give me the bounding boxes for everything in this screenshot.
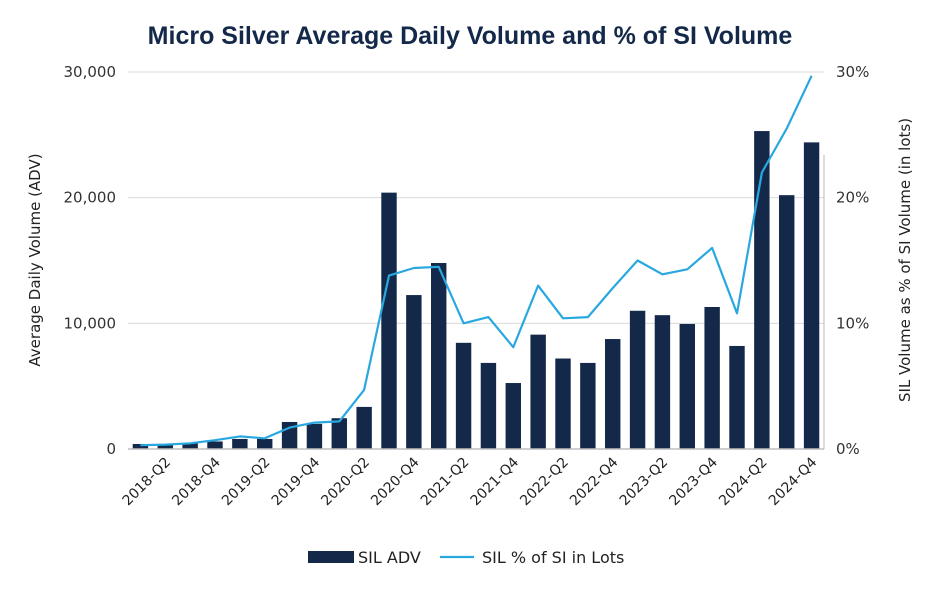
x-tick-label: 2023-Q4 (666, 454, 721, 509)
bar (455, 342, 472, 449)
x-tick-label: 2018-Q2 (120, 455, 175, 510)
y-tick-label: 0 (106, 440, 116, 458)
y-axis-left: 0 10,000 20,000 30,000 (64, 63, 117, 458)
chart-title: Micro Silver Average Daily Volume and % … (148, 22, 793, 50)
y-tick-label: 30,000 (64, 63, 117, 81)
bar (530, 334, 546, 449)
y-tick-label: 20,000 (64, 189, 117, 207)
x-tick-label: 2019-Q4 (269, 454, 324, 509)
bar (779, 195, 795, 449)
bar (505, 383, 521, 449)
bar-series (132, 131, 820, 449)
x-tick-label: 2021-Q4 (468, 454, 523, 509)
bar (232, 438, 248, 449)
bar (729, 345, 745, 449)
bar (207, 441, 223, 449)
x-tick-label: 2019-Q2 (219, 455, 274, 510)
bar (679, 323, 695, 449)
bar (654, 315, 671, 449)
bar (704, 306, 720, 449)
x-tick-label: 2018-Q4 (169, 454, 224, 509)
bar (406, 295, 422, 449)
y2-tick-label: 20% (836, 189, 869, 207)
bar (605, 339, 621, 449)
legend-label-line: SIL % of SI in Lots (482, 548, 624, 567)
bar (381, 192, 397, 449)
line-series (140, 75, 813, 447)
bar (306, 423, 323, 449)
x-tick-label: 2021-Q2 (418, 455, 473, 510)
legend-swatch-bar (308, 551, 354, 563)
bar (182, 443, 198, 449)
x-tick-label: 2020-Q4 (368, 454, 423, 509)
y-axis-right: 0% 10% 20% 30% (836, 63, 869, 458)
bar (431, 263, 447, 449)
x-tick-label: 2024-Q2 (716, 455, 771, 510)
bar (480, 362, 497, 449)
bar (257, 438, 273, 449)
y2-axis-label: SIL Volume as % of SI Volume (in lots) (896, 118, 914, 402)
x-tick-label: 2024-Q4 (766, 454, 821, 509)
bar (356, 406, 372, 449)
x-axis: 2018-Q22018-Q42019-Q22019-Q42020-Q22020-… (120, 454, 821, 509)
bar (157, 443, 173, 449)
bar (580, 362, 596, 449)
legend: SIL ADV SIL % of SI in Lots (308, 548, 624, 567)
bar (132, 443, 149, 449)
legend-label-bar: SIL ADV (358, 548, 421, 567)
x-tick-label: 2023-Q2 (617, 455, 672, 510)
y2-tick-label: 30% (836, 63, 869, 81)
x-tick-label: 2022-Q2 (517, 455, 572, 510)
x-tick-label: 2020-Q2 (318, 455, 373, 510)
y-axis-label: Average Daily Volume (ADV) (26, 153, 44, 366)
bar (331, 418, 347, 449)
y-tick-label: 10,000 (64, 314, 117, 332)
bar (555, 358, 571, 449)
bar (754, 131, 770, 449)
gridlines (128, 71, 824, 324)
bar (629, 310, 646, 449)
x-tick-label: 2022-Q4 (567, 454, 622, 509)
y2-tick-label: 0% (836, 440, 860, 458)
y2-tick-label: 10% (836, 314, 869, 332)
bar (803, 142, 820, 449)
